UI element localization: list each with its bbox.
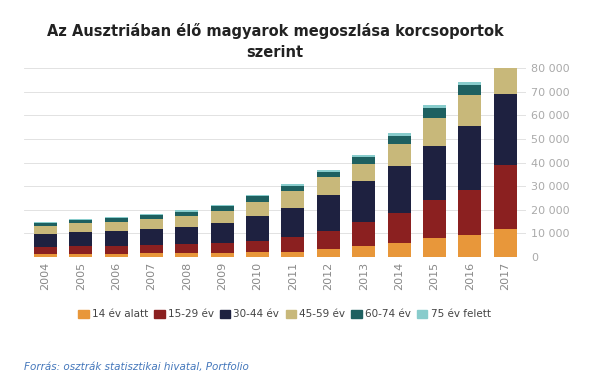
Bar bbox=[494, 45, 517, 48]
Bar bbox=[211, 253, 234, 257]
Bar bbox=[352, 164, 375, 181]
Bar bbox=[175, 253, 198, 257]
Bar bbox=[140, 245, 163, 254]
Bar bbox=[34, 234, 57, 247]
Bar bbox=[105, 231, 128, 246]
Bar bbox=[352, 157, 375, 164]
Bar bbox=[246, 253, 269, 257]
Bar bbox=[34, 247, 57, 254]
Bar bbox=[388, 144, 411, 166]
Bar bbox=[352, 222, 375, 246]
Bar bbox=[494, 59, 517, 94]
Bar bbox=[211, 211, 234, 223]
Bar bbox=[458, 126, 481, 190]
Bar bbox=[175, 226, 198, 244]
Bar bbox=[34, 254, 57, 257]
Bar bbox=[70, 232, 93, 246]
Bar bbox=[494, 165, 517, 229]
Bar bbox=[281, 191, 304, 208]
Bar bbox=[70, 246, 93, 254]
Bar bbox=[140, 214, 163, 215]
Bar bbox=[281, 237, 304, 252]
Bar bbox=[423, 105, 446, 108]
Title: Az Ausztriában élő magyarok megoszlása korcsoportok
szerint: Az Ausztriában élő magyarok megoszlása k… bbox=[47, 23, 503, 60]
Bar bbox=[281, 186, 304, 191]
Bar bbox=[175, 210, 198, 212]
Bar bbox=[140, 254, 163, 257]
Bar bbox=[105, 222, 128, 231]
Bar bbox=[246, 195, 269, 196]
Bar bbox=[352, 181, 375, 222]
Bar bbox=[458, 95, 481, 126]
Bar bbox=[317, 177, 340, 195]
Bar bbox=[458, 85, 481, 95]
Bar bbox=[388, 213, 411, 243]
Bar bbox=[105, 217, 128, 218]
Bar bbox=[211, 243, 234, 253]
Bar bbox=[281, 184, 304, 186]
Bar bbox=[246, 196, 269, 201]
Bar bbox=[246, 240, 269, 253]
Bar bbox=[70, 223, 93, 232]
Text: Forrás: osztrák statisztikai hivatal, Portfolio: Forrás: osztrák statisztikai hivatal, Po… bbox=[24, 363, 249, 372]
Bar bbox=[423, 118, 446, 146]
Bar bbox=[423, 108, 446, 118]
Bar bbox=[494, 94, 517, 165]
Bar bbox=[211, 206, 234, 211]
Bar bbox=[211, 223, 234, 243]
Bar bbox=[388, 136, 411, 144]
Bar bbox=[317, 231, 340, 249]
Bar bbox=[246, 201, 269, 216]
Bar bbox=[140, 229, 163, 245]
Bar bbox=[70, 219, 93, 220]
Bar bbox=[388, 243, 411, 257]
Bar bbox=[34, 226, 57, 234]
Bar bbox=[352, 246, 375, 257]
Bar bbox=[211, 205, 234, 206]
Bar bbox=[246, 216, 269, 240]
Bar bbox=[494, 48, 517, 59]
Bar bbox=[175, 212, 198, 216]
Bar bbox=[70, 254, 93, 257]
Bar bbox=[458, 82, 481, 85]
Bar bbox=[317, 195, 340, 231]
Bar bbox=[458, 190, 481, 235]
Bar bbox=[34, 223, 57, 226]
Bar bbox=[140, 215, 163, 219]
Bar bbox=[423, 238, 446, 257]
Bar bbox=[423, 146, 446, 200]
Bar bbox=[317, 170, 340, 172]
Bar bbox=[317, 249, 340, 257]
Bar bbox=[281, 252, 304, 257]
Bar bbox=[105, 254, 128, 257]
Bar bbox=[281, 208, 304, 237]
Bar bbox=[388, 133, 411, 136]
Bar bbox=[494, 229, 517, 257]
Bar bbox=[458, 235, 481, 257]
Bar bbox=[423, 200, 446, 238]
Bar bbox=[105, 246, 128, 254]
Bar bbox=[352, 155, 375, 157]
Bar bbox=[317, 172, 340, 177]
Bar bbox=[175, 244, 198, 253]
Bar bbox=[70, 220, 93, 223]
Legend: 14 év alatt, 15-29 év, 30-44 év, 45-59 év, 60-74 év, 75 év felett: 14 év alatt, 15-29 év, 30-44 év, 45-59 é… bbox=[74, 305, 495, 324]
Bar bbox=[175, 216, 198, 226]
Bar bbox=[140, 219, 163, 229]
Bar bbox=[105, 218, 128, 222]
Bar bbox=[34, 222, 57, 223]
Bar bbox=[388, 166, 411, 213]
